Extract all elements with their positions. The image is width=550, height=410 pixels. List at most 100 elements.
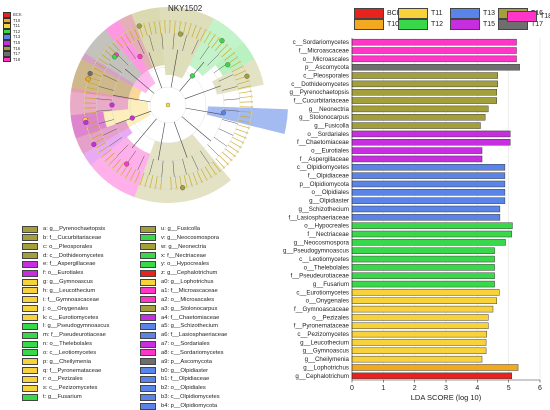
legend-label: n: o__Thelebolales (43, 341, 92, 347)
taxa-legend-item: a6: f__Lasiosphaeriaceae (140, 331, 227, 339)
taxa-legend-item: d: c__Dothideomycetes (22, 252, 104, 260)
category-label: p__Olpidiomycota (299, 181, 349, 188)
lda-legend-item: BCK (354, 8, 401, 18)
x-tick-label: 3 (444, 385, 448, 392)
legend-swatch (140, 341, 156, 348)
lda-bar (352, 356, 482, 362)
category-label: o__Thelebolales (304, 264, 349, 271)
lda-bar (352, 373, 512, 379)
legend-label: T18 (540, 13, 550, 20)
category-label: g__Cephalotrichum (295, 373, 349, 380)
legend-label: s: c__Pezizomycetes (43, 385, 97, 391)
taxa-legend-item: a3: g__Stolonocarpus (140, 305, 217, 313)
lda-bar (352, 164, 505, 170)
legend-label: c: o__Pleosporales (43, 244, 92, 250)
lda-bar (352, 239, 506, 245)
figure-title: NKY1502 (168, 4, 202, 13)
taxa-legend-item: v: g__Neocosmospora (140, 234, 219, 242)
legend-swatch (140, 385, 156, 392)
x-tick-label: 5 (507, 385, 511, 392)
legend-swatch (22, 332, 38, 339)
legend-swatch (140, 403, 156, 410)
legend-swatch (140, 376, 156, 383)
category-label: o__Sordariales (307, 131, 349, 138)
lda-bar (352, 181, 505, 187)
taxa-legend-item: b3: c__Olpidiomycetes (140, 393, 220, 401)
lda-legend-item: T11 (398, 8, 443, 18)
lda-bar (352, 123, 480, 129)
taxa-legend-item: m: f__Pseudeurotiaceae (22, 331, 106, 339)
legend-swatch (140, 323, 156, 330)
category-label: f__Microascaceae (299, 47, 350, 54)
taxa-legend-item: a0: g__Lophotrichus (140, 278, 214, 286)
legend-swatch (22, 376, 38, 383)
taxa-legend-item: a: g__Pyrenochaetopsis (22, 225, 105, 233)
taxa-legend-item: p: g__Cheilymenia (22, 358, 91, 366)
lda-bar (352, 48, 517, 54)
category-label: g__Gymnoascus (303, 348, 349, 355)
taxa-legend-item: z: g__Cephalotrichum (140, 269, 217, 277)
legend-swatch (22, 394, 38, 401)
taxa-legend-item: l: g__Pseudogymnoascus (22, 322, 109, 330)
taxa-legend-item: f: o__Eurotiales (22, 269, 83, 277)
legend-swatch (22, 385, 38, 392)
legend-swatch (140, 226, 156, 233)
legend-label: T12 (431, 21, 443, 28)
x-tick-label: 6 (538, 385, 542, 392)
legend-swatch (22, 341, 38, 348)
lda-legend-item: T13 (450, 8, 495, 18)
legend-label: b2: o__Olpidiales (161, 385, 206, 391)
legend-label: m: f__Pseudeurotiaceae (43, 332, 106, 338)
legend-swatch (22, 252, 38, 259)
taxa-legend-item: a9: p__Ascomycota (140, 358, 212, 366)
lda-bar (352, 264, 495, 270)
legend-swatch (22, 296, 38, 303)
taxa-legend-item: e: f__Aspergillaceae (22, 260, 96, 268)
taxa-legend-item: b4: p__Olpidiomycota (140, 402, 217, 410)
taxa-legend-item: n: o__Thelebolales (22, 340, 92, 348)
category-label: f__Aspergillaceae (300, 156, 350, 163)
legend-swatch (22, 314, 38, 321)
legend-label: z: g__Cephalotrichum (161, 270, 217, 276)
taxa-legend-item: b2: o__Olpidiales (140, 384, 206, 392)
category-label: c__Sordariomycetes (293, 39, 349, 46)
legend-swatch (3, 57, 11, 63)
lda-bar (352, 148, 482, 154)
legend-label: a5: g__Schizothecium (161, 323, 218, 329)
category-label: g__Fusarium (313, 281, 349, 288)
category-label: f__Gymnoascaceae (294, 306, 350, 313)
legend-label: b0: g__Olpidiaster (161, 368, 208, 374)
lda-bar (352, 214, 500, 220)
legend-label: q: f__Pyronemataceae (43, 368, 101, 374)
legend-swatch (140, 332, 156, 339)
category-label: f__Lasiosphaeriaceae (288, 214, 349, 221)
category-label: g__Cheilymenia (305, 356, 350, 363)
legend-label: b: f__Cucurbitariaceae (43, 235, 101, 241)
taxa-legend-item: a1: f__Microascaceae (140, 287, 218, 295)
legend-swatch (22, 234, 38, 241)
legend-swatch (22, 287, 38, 294)
taxa-legend-item: j: o__Onygenales (22, 305, 88, 313)
lda-bar (352, 81, 498, 87)
lda-bar (352, 289, 499, 295)
legend-label: g: g__Gymnoascus (43, 279, 93, 285)
category-label: c__Leotiomycetes (299, 256, 349, 263)
legend-label: x: f__Nectriaceae (161, 253, 206, 259)
category-label: g__Pyrenochaetopsis (289, 89, 349, 96)
taxa-legend-item: b: f__Cucurbitariaceae (22, 234, 101, 242)
lda-legend-item: T18 (507, 11, 550, 21)
category-label: g__Pseudogymnoascus (283, 248, 349, 255)
taxa-legend-item: y: o__Hypocreales (140, 260, 209, 268)
legend-swatch (22, 305, 38, 312)
taxa-legend-item: q: f__Pyronemataceae (22, 367, 101, 375)
cladogram-taxa-legend: a: g__Pyrenochaetopsis b: f__Cucurbitaria… (22, 225, 262, 403)
taxa-legend-item: s: c__Pezizomycetes (22, 384, 97, 392)
legend-swatch (140, 305, 156, 312)
legend-label: a8: c__Sordariomycetes (161, 350, 224, 356)
lda-bar (352, 348, 486, 354)
legend-swatch (450, 19, 480, 30)
legend-swatch (22, 279, 38, 286)
lda-chart-legend: BCKT11T13T16T10T12T15T17T18 (354, 8, 544, 34)
lda-legend-item: T15 (450, 19, 495, 29)
category-label: o__Pezizales (312, 314, 349, 321)
